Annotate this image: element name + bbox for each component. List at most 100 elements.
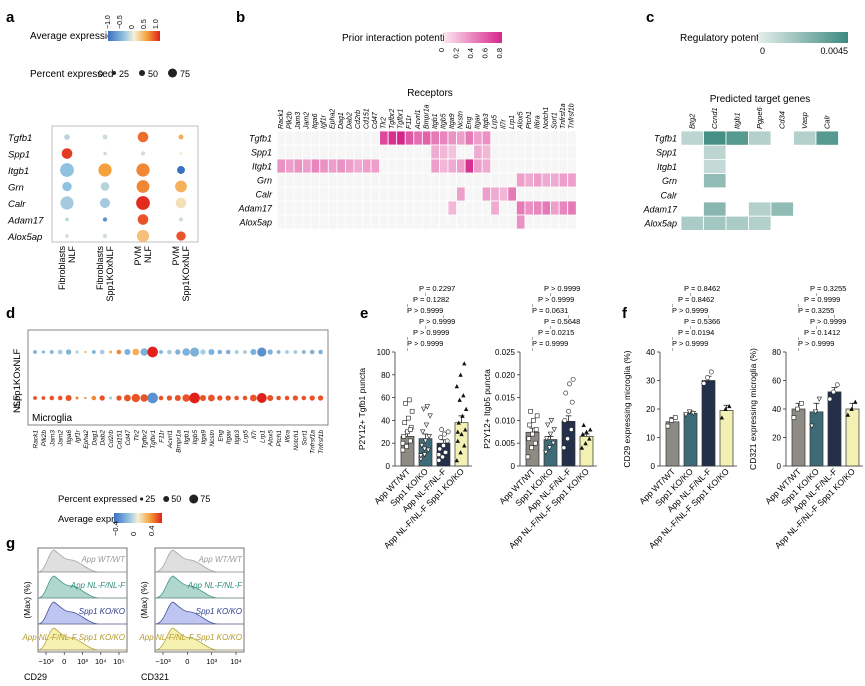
d-dot-nlf bbox=[99, 395, 105, 401]
b-cell-bg bbox=[327, 144, 338, 160]
d-dot-spp1ko bbox=[41, 350, 45, 354]
b-cell bbox=[524, 200, 534, 216]
g-x-tick: 10³ bbox=[77, 657, 88, 666]
b-cell-bg bbox=[327, 186, 338, 202]
b-cell bbox=[456, 158, 466, 174]
e1-pvalue: P > 0.9999 bbox=[407, 339, 443, 348]
e1-point bbox=[407, 397, 412, 403]
e2-pvalue: P = 0.0215 bbox=[538, 328, 574, 337]
d-gene-label: Itgav bbox=[226, 429, 233, 444]
b-ligand-label: Tgfb1 bbox=[249, 134, 272, 144]
b-cell-bg bbox=[490, 172, 500, 188]
b-cell bbox=[516, 172, 526, 188]
b-cell-bg bbox=[421, 200, 432, 216]
g-histograms: (Max) (%) App WT/WT App NL-F/NL-F Spp1 KO/K… bbox=[21, 547, 245, 682]
b-cell-bg bbox=[404, 158, 415, 174]
e1-point bbox=[462, 361, 467, 366]
b-colorbar bbox=[444, 32, 502, 43]
d-dot-nlf bbox=[249, 394, 257, 402]
b-cell-bg bbox=[430, 186, 440, 202]
d-gene-label: Epha2 bbox=[83, 430, 90, 449]
d-dot-spp1ko bbox=[75, 350, 79, 354]
e1-point bbox=[455, 429, 460, 434]
d-dot-spp1ko bbox=[208, 348, 215, 356]
e1-point bbox=[459, 431, 464, 437]
b-cell-bg bbox=[413, 214, 423, 230]
d-gene-label: Itgb3 bbox=[234, 430, 241, 445]
d-dot-spp1ko bbox=[200, 349, 206, 355]
c-cell bbox=[703, 158, 727, 174]
b-cell-bg bbox=[404, 144, 415, 160]
e1-point bbox=[418, 453, 424, 459]
e2-point bbox=[544, 436, 550, 442]
e2-pvalue: P > 0.9999 bbox=[538, 295, 574, 304]
d-pct-dot bbox=[189, 494, 199, 504]
f1-point bbox=[690, 410, 696, 417]
d-gene-label: Lrp5 bbox=[243, 430, 250, 443]
f1-plot: 0 10 20 30 40 CD29 expressing microglia (%) P … bbox=[622, 284, 737, 551]
b-receptor-label: Notch1 bbox=[543, 107, 550, 129]
b-receptor-label: Itga9 bbox=[449, 113, 456, 129]
b-cell bbox=[473, 130, 483, 146]
f1-y-tick: 10 bbox=[646, 434, 655, 443]
e-bar-plots: 0 20 40 60 80 100 P2Y12+ Tgfb1 puncta P > 0.999… bbox=[357, 284, 597, 551]
f1-y-tick: 40 bbox=[646, 348, 655, 357]
d-colorbar-ticks: −0.4 0 0.4 bbox=[111, 521, 156, 536]
g-track-label: Spp1 KO/KO bbox=[79, 607, 125, 616]
d-dot-nlf bbox=[41, 396, 46, 400]
b-cell-bg bbox=[490, 144, 500, 160]
b-cell bbox=[567, 172, 577, 188]
b-cell-bg bbox=[507, 144, 517, 160]
b-cell bbox=[464, 158, 475, 174]
panel-g: g (Max) (%) App WT/WT App NL-F/NL-F Spp1 KO… bbox=[6, 535, 245, 682]
e2-point bbox=[528, 408, 533, 414]
b-cell-bg bbox=[507, 214, 517, 230]
b-cell-bg bbox=[396, 172, 406, 188]
f2-point bbox=[853, 399, 858, 404]
d-dot-nlf bbox=[174, 394, 181, 402]
d-dot-nlf bbox=[91, 395, 97, 401]
c-cell bbox=[725, 130, 749, 146]
a-gene-label: Itgb1 bbox=[8, 166, 29, 177]
e2-point bbox=[580, 431, 585, 437]
c-cell bbox=[793, 130, 817, 146]
b-cell-bg bbox=[344, 186, 355, 202]
b-cell-bg bbox=[464, 144, 475, 160]
c-legend-title: Regulatory potential bbox=[680, 33, 769, 44]
b-cell bbox=[387, 130, 398, 146]
a-gene-label: Calr bbox=[8, 199, 26, 210]
f2-pvalue: P = 0.1412 bbox=[804, 328, 840, 337]
b-cell-bg bbox=[387, 186, 398, 202]
g-track-label: App WT/WT bbox=[197, 555, 243, 564]
b-cell bbox=[473, 158, 483, 174]
b-cell-bg bbox=[550, 158, 560, 174]
d-dot-nlf bbox=[131, 393, 140, 403]
b-ligand-label: Spp1 bbox=[251, 148, 272, 158]
a-gene-label: Adam17 bbox=[7, 216, 44, 227]
b-cell-bg bbox=[327, 214, 338, 230]
b-receptor-label: Cd47 bbox=[372, 111, 379, 129]
a-dot bbox=[137, 131, 149, 143]
c-target-label: Calr bbox=[823, 115, 832, 129]
d-dot-spp1ko bbox=[116, 349, 122, 355]
b-receptor-label: Itgb5 bbox=[440, 113, 447, 129]
e1-point bbox=[456, 420, 461, 425]
d-dot-spp1ko bbox=[250, 348, 257, 356]
a-dot bbox=[60, 163, 74, 177]
f2-point bbox=[795, 406, 800, 412]
b-cell bbox=[490, 200, 500, 216]
b-cell-bg bbox=[413, 172, 423, 188]
d-dot-nlf bbox=[147, 392, 158, 404]
a-group-name: Fibroblasts bbox=[95, 246, 105, 291]
e1-point bbox=[423, 422, 430, 428]
b-cell-bg bbox=[490, 158, 500, 174]
g-x-tick: 10⁵ bbox=[113, 657, 124, 666]
b-cell-bg bbox=[498, 158, 509, 174]
d-dot-nlf bbox=[140, 394, 148, 402]
e2-point bbox=[569, 399, 575, 405]
b-cell bbox=[550, 172, 560, 188]
g-track-label: App NL-F/NL-F Spp1 KO/KO bbox=[21, 633, 125, 642]
b-cell-bg bbox=[362, 214, 372, 230]
b-cell-bg bbox=[558, 144, 569, 160]
d-dot-spp1ko bbox=[124, 348, 131, 356]
